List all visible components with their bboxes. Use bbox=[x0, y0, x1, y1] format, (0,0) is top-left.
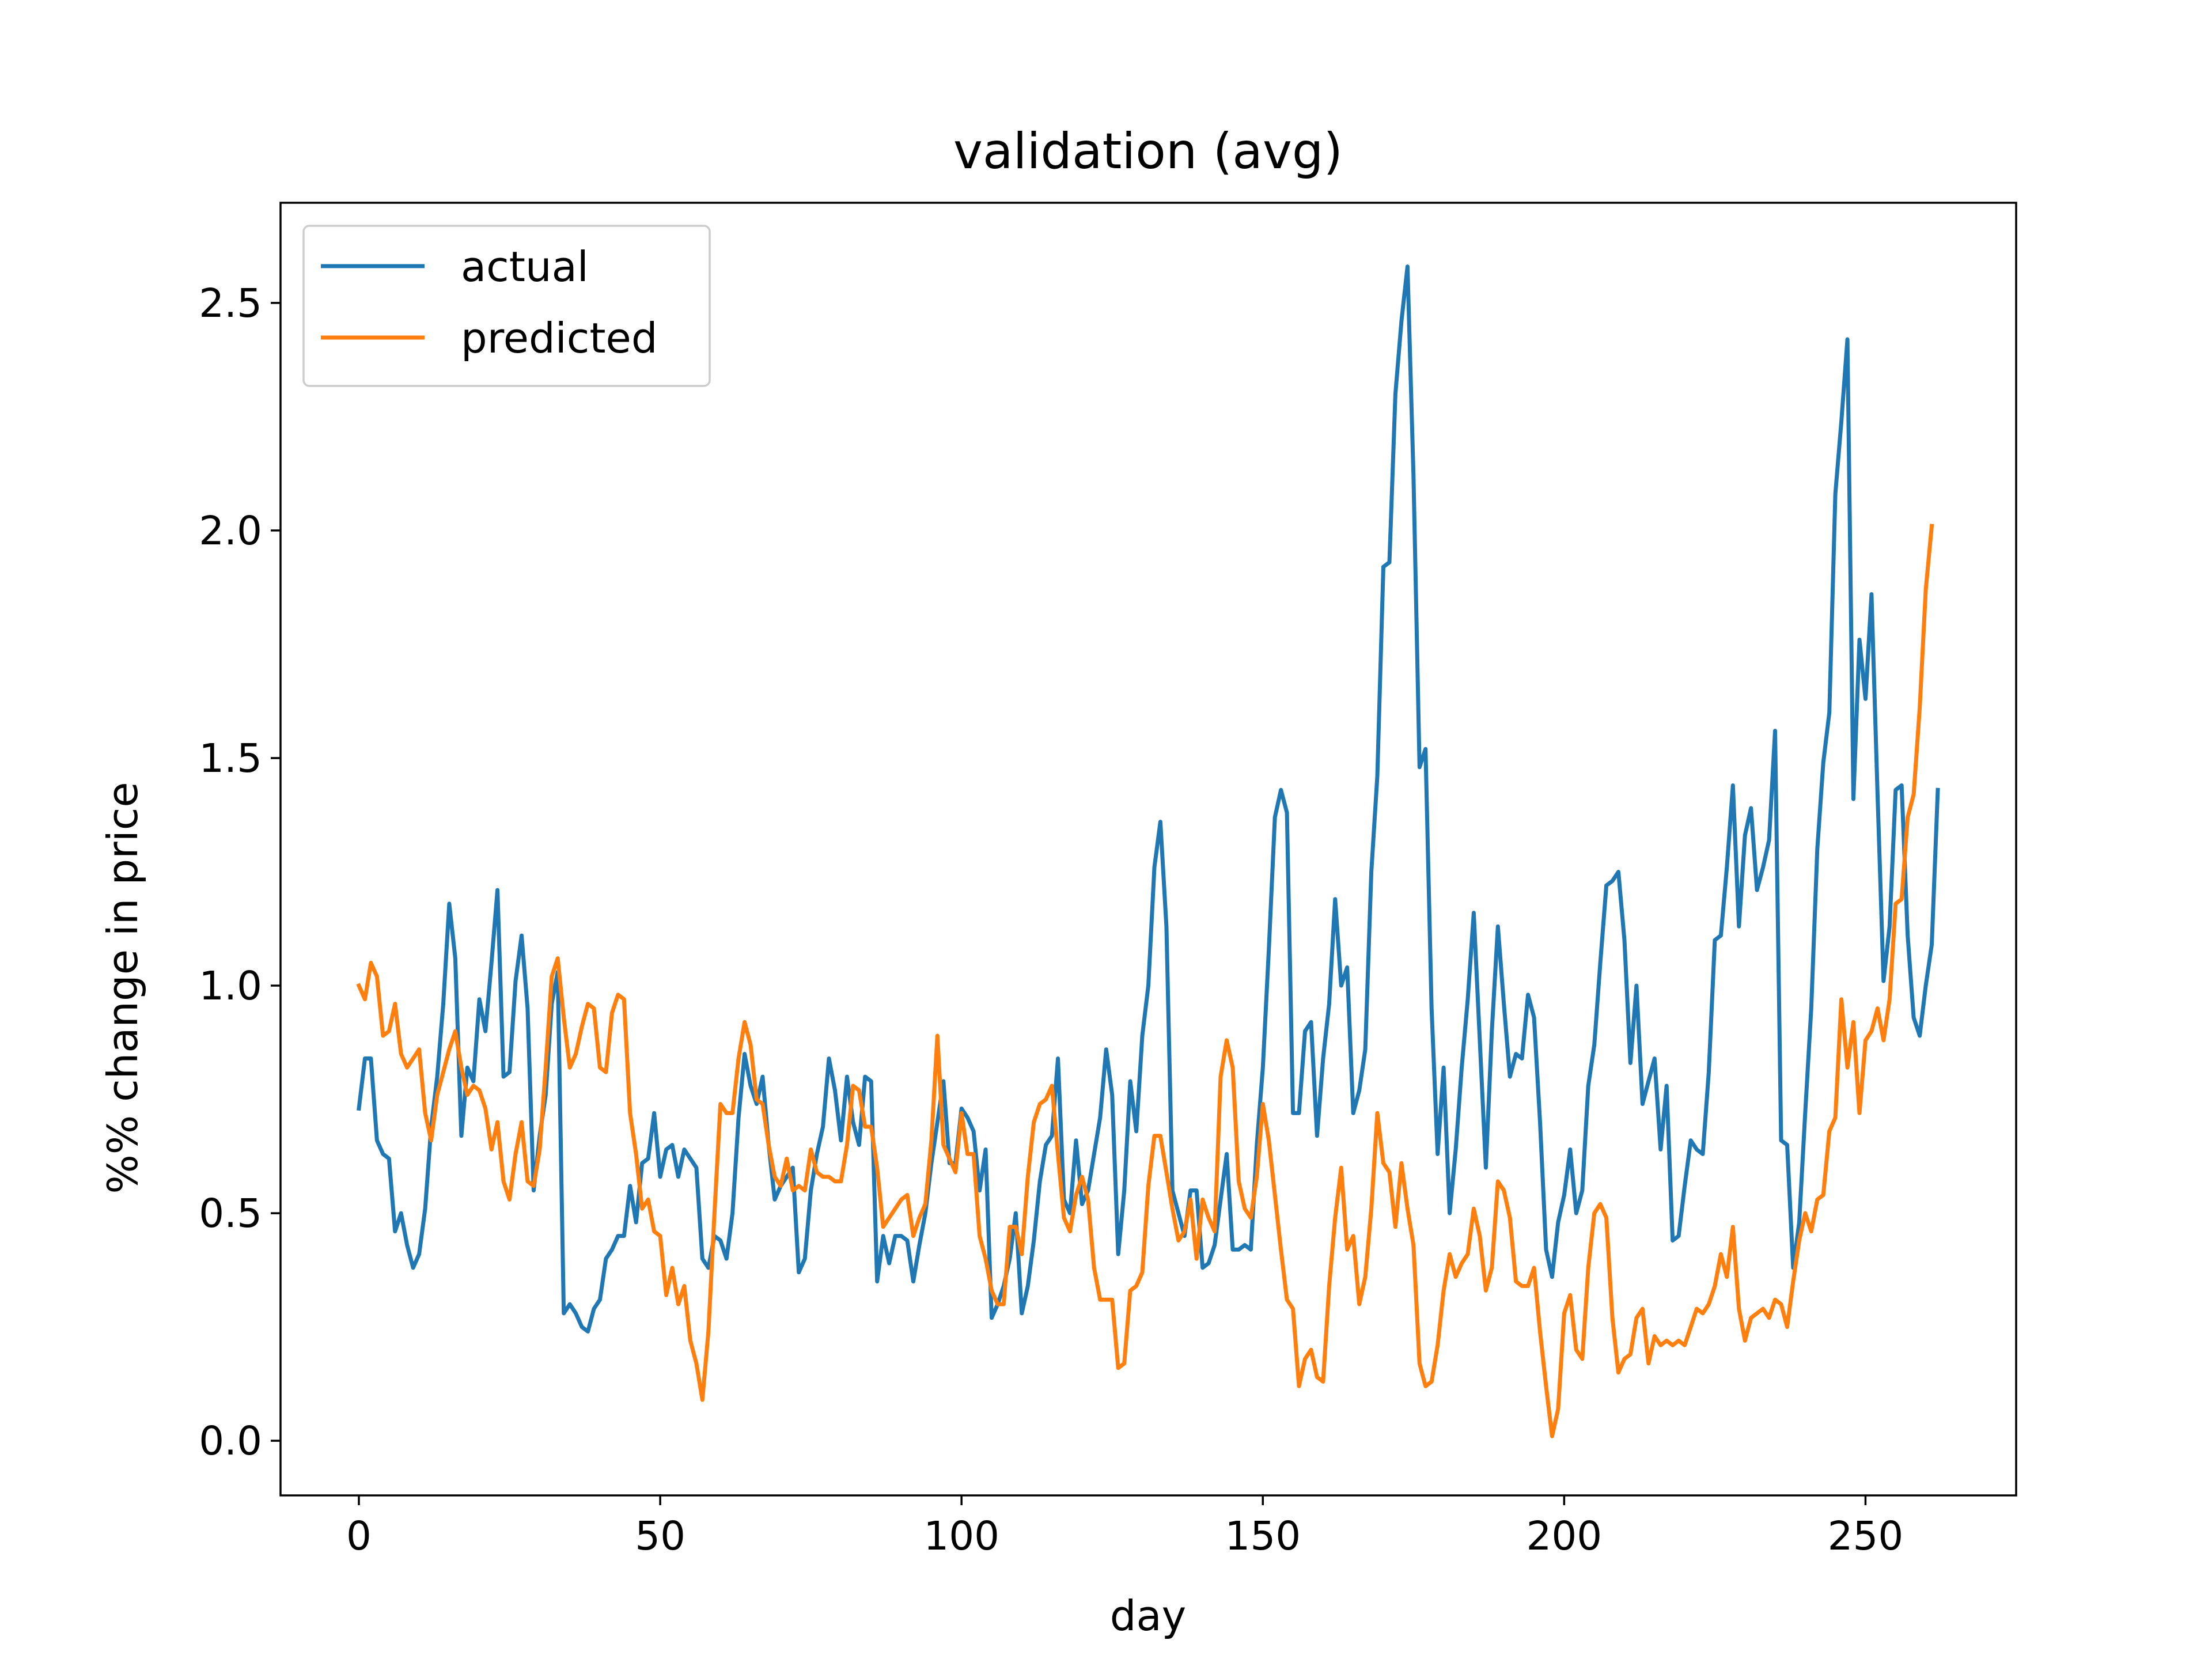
y-tick-label: 1.5 bbox=[199, 736, 262, 782]
series-line-actual bbox=[357, 264, 1940, 1334]
x-tick-label: 50 bbox=[635, 1513, 685, 1559]
series-line-predicted bbox=[356, 524, 1934, 1438]
y-axis-label: %% change in price bbox=[99, 782, 147, 1194]
y-tick-label: 0.5 bbox=[199, 1191, 262, 1237]
x-tick-label: 150 bbox=[1225, 1513, 1301, 1559]
plot-area bbox=[279, 202, 2017, 1497]
y-tick-label: 0.0 bbox=[199, 1418, 262, 1464]
y-tick-label: 1.0 bbox=[199, 963, 262, 1009]
x-axis-ticks: 0 50 100 150 200 250 bbox=[346, 1495, 1903, 1559]
legend-label-actual: actual bbox=[461, 243, 589, 291]
y-axis-ticks: 0.0 0.5 1.0 1.5 2.0 2.5 bbox=[199, 281, 281, 1464]
chart-title: validation (avg) bbox=[953, 123, 1343, 180]
y-tick-label: 2.5 bbox=[199, 281, 262, 327]
x-tick-label: 250 bbox=[1828, 1513, 1904, 1559]
axes-frame bbox=[279, 202, 2017, 1497]
y-tick-label: 2.0 bbox=[199, 508, 262, 554]
x-axis-label: day bbox=[1110, 1592, 1186, 1640]
x-tick-label: 200 bbox=[1527, 1513, 1603, 1559]
legend: actual predicted bbox=[302, 225, 711, 387]
x-tick-label: 0 bbox=[346, 1513, 372, 1559]
x-tick-label: 100 bbox=[923, 1513, 999, 1559]
legend-label-predicted: predicted bbox=[461, 314, 658, 362]
